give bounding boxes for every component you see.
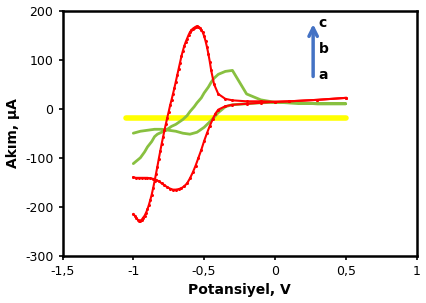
X-axis label: Potansiyel, V: Potansiyel, V: [188, 283, 291, 298]
Text: a: a: [319, 68, 328, 82]
Text: b: b: [319, 42, 329, 56]
Y-axis label: Akım, μA: Akım, μA: [6, 98, 20, 168]
Text: c: c: [319, 16, 327, 30]
